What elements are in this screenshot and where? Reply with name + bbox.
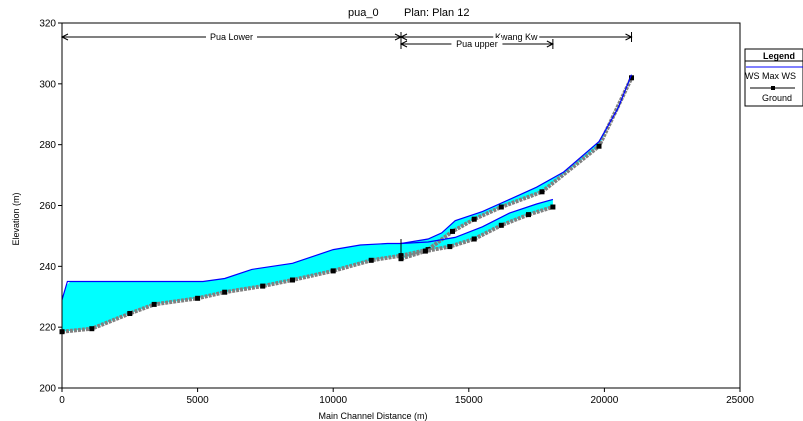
x-tick-label: 5000 xyxy=(186,395,209,406)
ground-layer xyxy=(59,75,634,335)
water-surface-layer xyxy=(61,74,633,300)
legend-box xyxy=(744,48,803,107)
ws-line-kwang-kw xyxy=(400,74,633,245)
ground-marker-kwang-kw xyxy=(498,204,504,210)
reach-arrow-kwang-kw xyxy=(399,33,408,41)
ground-marker-pua-upper xyxy=(550,204,556,210)
x-axis-title: Main Channel Distance (m) xyxy=(318,411,427,421)
ground-marker-kwang-kw xyxy=(596,143,602,149)
axis-layer: 0 5000 10000 15000 20000 25000 200 220 240 260 280… xyxy=(39,19,754,407)
reach-label-bg-pua-upper xyxy=(451,38,503,49)
legend-ws-label: WS Max WS xyxy=(745,71,796,81)
legend-title: Legend xyxy=(763,51,795,61)
ground-marker-pua-lower xyxy=(368,257,374,263)
ground-marker-pua-lower xyxy=(222,289,228,295)
chart-title-left: pua_0 xyxy=(348,7,379,19)
ground-marker-pua-lower xyxy=(330,268,336,274)
ground-marker-kwang-kw xyxy=(450,228,455,234)
chart-title-right: Plan: Plan 12 xyxy=(404,7,469,19)
x-tick-label: 15000 xyxy=(455,395,483,406)
ground-marker-pua-upper xyxy=(526,212,531,218)
x-tick-label: 10000 xyxy=(319,395,347,406)
ground-marker-pua-lower xyxy=(290,277,295,283)
reach-arrow-kwang-kw xyxy=(625,33,633,41)
ground-marker-pua-lower xyxy=(127,311,133,316)
reach-label-pua-lower: Pua Lower xyxy=(210,32,253,42)
ground-marker-pua-upper xyxy=(398,256,404,262)
legend: Legend WS Max WS Ground xyxy=(744,48,803,107)
y-tick-label: 260 xyxy=(39,201,56,212)
x-tick-label: 25000 xyxy=(726,395,754,406)
ground-marker-kwang-kw xyxy=(471,216,477,222)
ws-line-pua-lower xyxy=(61,242,401,300)
y-tick-label: 320 xyxy=(39,19,56,30)
reach-label-pua-upper: Pua upper xyxy=(456,39,498,49)
reach-arrow-pua-upper xyxy=(399,40,408,48)
reach-label-kwang-kw: Kwang Kw xyxy=(495,32,538,42)
y-tick-label: 240 xyxy=(39,262,56,273)
reach-arrow-pua-upper xyxy=(546,40,554,48)
x-tick-label: 0 xyxy=(59,395,65,406)
ground-marker-pua-upper xyxy=(447,244,453,250)
ground-marker-pua-lower xyxy=(260,283,266,289)
y-axis-title: Elevation (m) xyxy=(11,192,21,245)
ground-marker-pua-upper xyxy=(471,236,477,242)
reach-label-bg-kwang-kw xyxy=(493,31,540,42)
ground-line-kwang-kw xyxy=(400,76,634,258)
ground-marker-pua-upper xyxy=(498,222,504,228)
y-tick-label: 220 xyxy=(39,323,56,334)
ground-marker-pua-upper xyxy=(422,248,428,254)
ground-marker-pua-lower xyxy=(195,295,201,301)
ground-marker-kwang-kw xyxy=(629,75,634,81)
y-tick-label: 300 xyxy=(39,79,56,90)
ground-marker-kwang-kw xyxy=(539,189,545,195)
ground-marker-pua-lower xyxy=(89,326,95,332)
legend-ground-label: Ground xyxy=(762,93,792,103)
water-fill-pua-lower xyxy=(62,243,401,332)
y-tick-label: 280 xyxy=(39,140,56,151)
ground-marker-pua-lower xyxy=(151,301,157,307)
x-tick-label: 20000 xyxy=(590,395,618,406)
reach-label-bg-pua-lower xyxy=(206,31,257,42)
legend-ground-marker xyxy=(771,86,775,90)
ws-line-pua-upper xyxy=(400,198,554,245)
y-tick-label: 200 xyxy=(39,384,56,395)
